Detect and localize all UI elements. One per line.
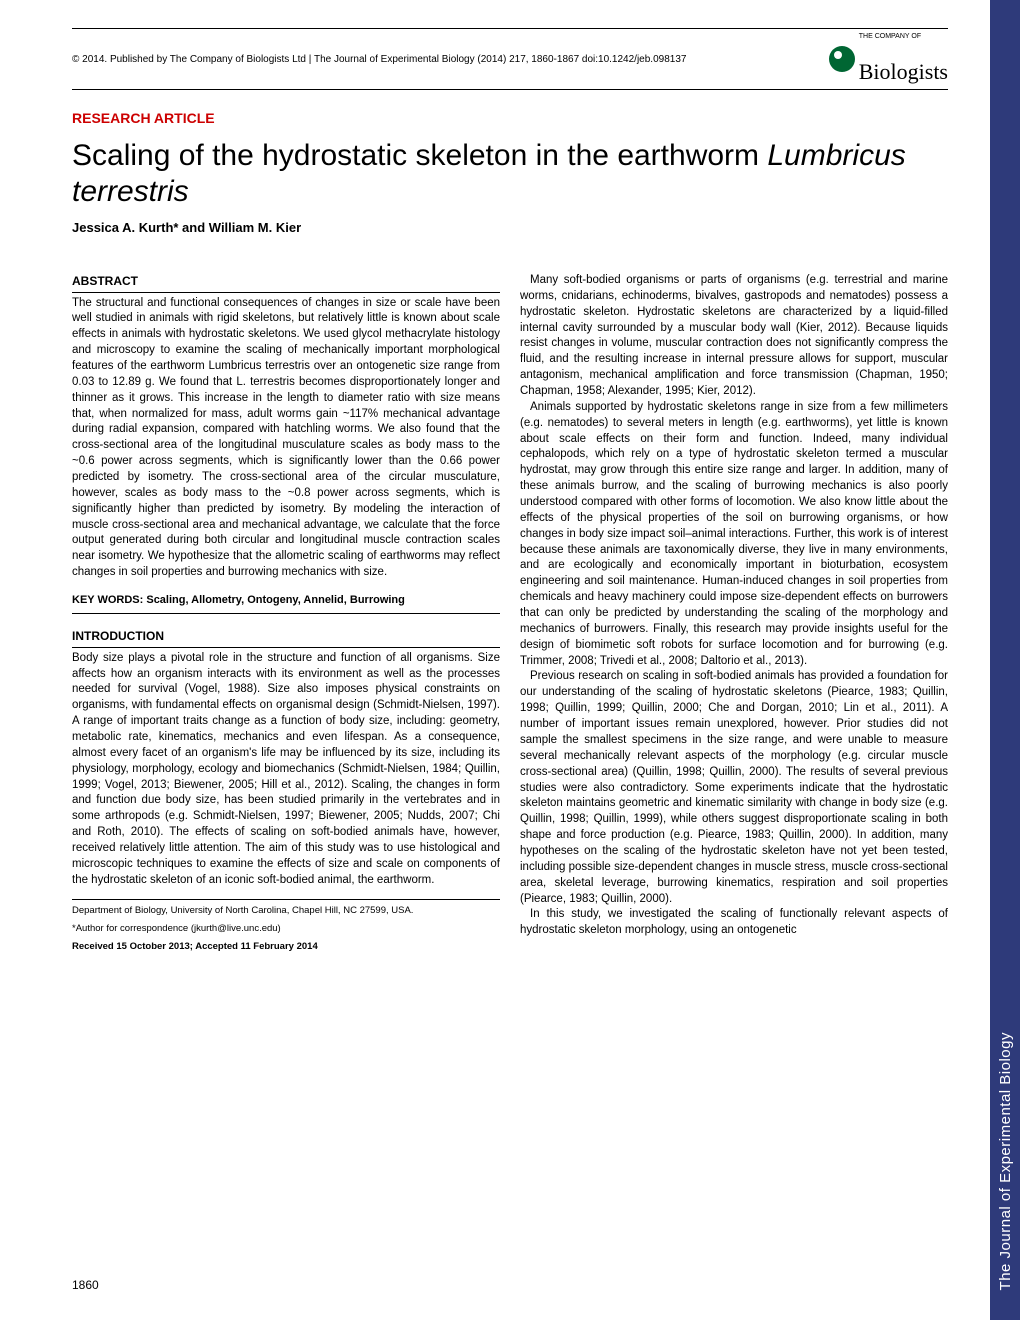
header: © 2014. Published by The Company of Biol… <box>72 28 948 90</box>
sidebar-text: The Journal of Experimental Biology <box>997 1032 1014 1290</box>
col2-paragraph-4: In this study, we investigated the scali… <box>520 907 948 939</box>
left-column: ABSTRACT The structural and functional c… <box>72 273 500 958</box>
col2-paragraph-3: Previous research on scaling in soft-bod… <box>520 669 948 907</box>
authors: Jessica A. Kurth* and William M. Kier <box>72 220 948 235</box>
logo-super: THE COMPANY OF <box>859 33 921 40</box>
article-type: RESEARCH ARTICLE <box>72 110 948 126</box>
article-title: Scaling of the hydrostatic skeleton in t… <box>72 138 948 210</box>
col2-paragraph-1: Many soft-bodied organisms or parts of o… <box>520 273 948 400</box>
abstract-text: The structural and functional consequenc… <box>72 296 500 581</box>
page-number: 1860 <box>72 1278 99 1292</box>
col2-paragraph-2: Animals supported by hydrostatic skeleto… <box>520 400 948 670</box>
title-part1: Scaling of the hydrostatic skeleton in t… <box>72 139 767 172</box>
abstract-heading: ABSTRACT <box>72 273 500 293</box>
logo-icon <box>829 46 855 72</box>
intro-paragraph-1: Body size plays a pivotal role in the st… <box>72 651 500 889</box>
logo-text-wrap: THE COMPANY OF Biologists <box>859 33 948 85</box>
content-columns: ABSTRACT The structural and functional c… <box>72 273 948 958</box>
keywords: KEY WORDS: Scaling, Allometry, Ontogeny,… <box>72 593 500 614</box>
affiliation: Department of Biology, University of Nor… <box>72 904 500 917</box>
right-column: Many soft-bodied organisms or parts of o… <box>520 273 948 958</box>
journal-sidebar: The Journal of Experimental Biology <box>990 0 1020 1320</box>
logo-text: Biologists <box>859 59 948 84</box>
copyright-text: © 2014. Published by The Company of Biol… <box>72 54 829 65</box>
dates: Received 15 October 2013; Accepted 11 Fe… <box>72 940 500 953</box>
correspondence: *Author for correspondence (jkurth@live.… <box>72 922 500 935</box>
intro-heading: INTRODUCTION <box>72 628 500 648</box>
footer-notes: Department of Biology, University of Nor… <box>72 899 500 953</box>
publisher-logo: THE COMPANY OF Biologists <box>829 33 948 85</box>
